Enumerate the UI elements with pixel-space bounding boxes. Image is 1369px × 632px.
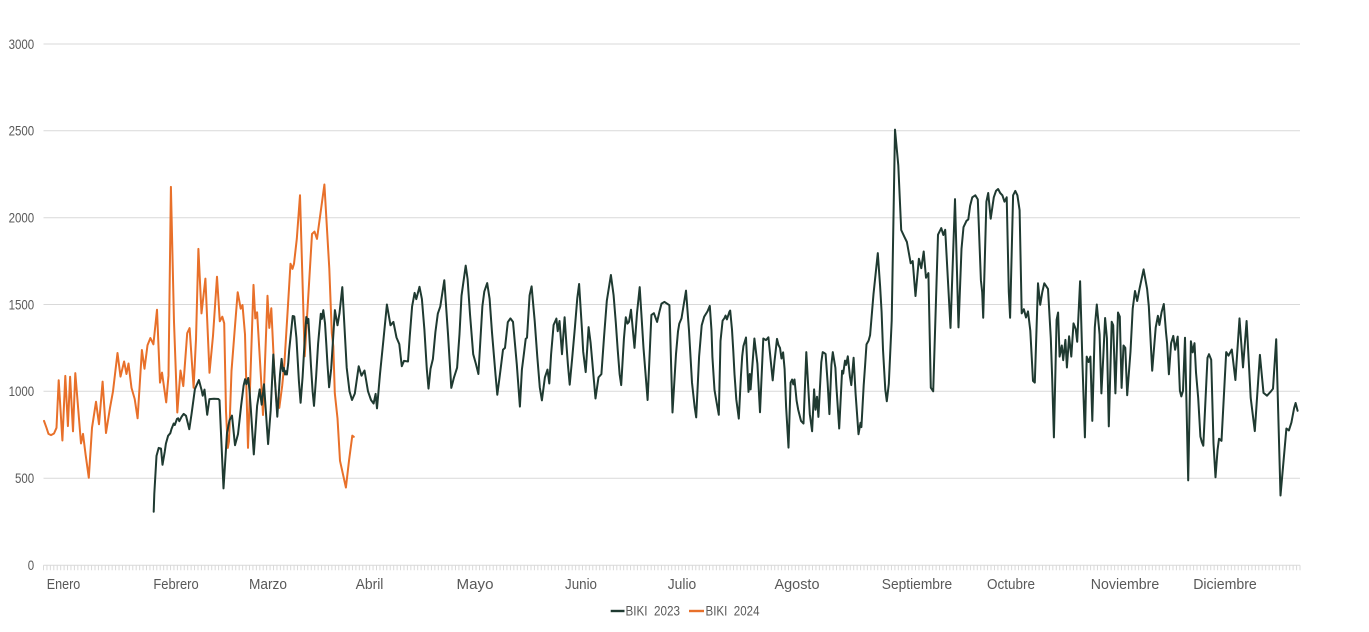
svg-text:Abril: Abril (356, 577, 384, 593)
svg-text:0: 0 (28, 558, 34, 573)
svg-text:Diciembre: Diciembre (1193, 577, 1257, 593)
svg-text:2000: 2000 (9, 211, 35, 226)
svg-text:Enero: Enero (47, 577, 81, 593)
svg-text:3000: 3000 (9, 37, 35, 52)
svg-text:Febrero: Febrero (153, 577, 198, 593)
svg-text:2500: 2500 (9, 124, 35, 139)
svg-text:Noviembre: Noviembre (1091, 577, 1159, 593)
svg-text:BIKI 2024: BIKI 2024 (706, 603, 760, 618)
svg-text:Octubre: Octubre (987, 577, 1035, 593)
svg-text:Septiembre: Septiembre (882, 577, 952, 593)
svg-text:1000: 1000 (9, 384, 35, 399)
svg-text:BIKI 2023: BIKI 2023 (626, 603, 681, 618)
svg-text:500: 500 (15, 471, 34, 486)
svg-text:1500: 1500 (9, 297, 35, 312)
svg-text:Agosto: Agosto (775, 577, 820, 593)
svg-text:Junio: Junio (565, 577, 597, 593)
svg-text:Marzo: Marzo (249, 577, 287, 593)
svg-text:Mayo: Mayo (457, 577, 494, 593)
svg-text:Julio: Julio (668, 577, 697, 593)
